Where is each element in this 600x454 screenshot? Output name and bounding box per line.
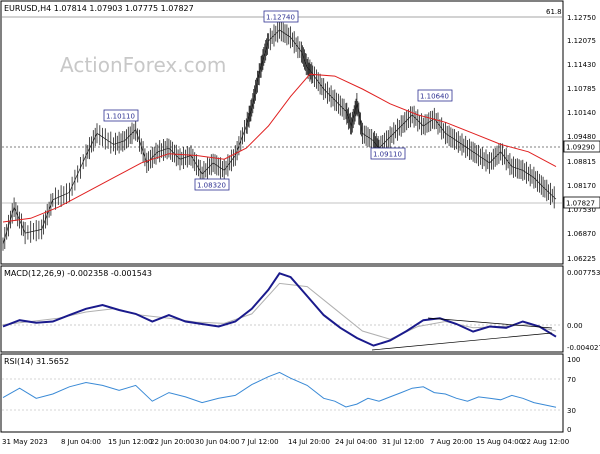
price-title: EURUSD,H4 1.07814 1.07903 1.07775 1.0782…	[4, 4, 194, 13]
rsi-tick-30: 30	[567, 407, 576, 415]
annotation-2: 1.10110	[103, 109, 139, 122]
x-label-2: 8 Jun 04:00	[61, 438, 101, 446]
rsi-title: RSI(14) 31.5652	[4, 357, 69, 366]
price-tick-4: 1.10785	[567, 85, 596, 93]
price-tick-5: 1.10140	[567, 109, 596, 117]
level-price-box: 1.09290	[563, 140, 600, 153]
price-line	[2, 29, 557, 245]
price-tick-10: 1.06870	[567, 230, 596, 238]
level-price-label: 1.09290	[566, 144, 595, 152]
annotation-4-label: 1.09110	[373, 151, 402, 159]
rsi-layer	[2, 371, 557, 408]
macd-tick-2: 0.00	[567, 322, 583, 330]
annotation-3-label: 1.08320	[197, 182, 226, 190]
rsi-panel-frame	[0, 353, 564, 433]
x-label-10: 7 Aug 20:00	[430, 438, 473, 446]
price-tick-11: 1.06225	[567, 255, 596, 263]
annotation-4: 1.09110	[370, 147, 406, 160]
price-panel-frame	[0, 0, 564, 265]
moving-average-line	[2, 73, 557, 223]
price-tick-8: 1.08170	[567, 182, 596, 190]
annotation-3: 1.08320	[194, 178, 230, 191]
x-label-8: 24 Jul 04:00	[335, 438, 377, 446]
x-label-9: 31 Jul 12:00	[382, 438, 424, 446]
macd-signal-line	[2, 282, 557, 340]
macd-line	[2, 272, 557, 347]
annotation-5: 1.10640	[417, 89, 453, 102]
macd-title: MACD(12,26,9) -0.002358 -0.001543	[4, 269, 152, 278]
price-layer	[2, 21, 557, 251]
annotation-1-label: 1.12740	[266, 14, 295, 22]
macd-trendline-lower	[371, 332, 553, 351]
price-tick-6: 1.09480	[567, 133, 596, 141]
x-label-5: 30 Jun 04:00	[195, 438, 239, 446]
x-label-3: 15 Jun 12:00	[108, 438, 152, 446]
price-tick-2: 1.12075	[567, 37, 596, 45]
price-tick-3: 1.11430	[567, 61, 596, 69]
price-tick-1: 1.12750	[567, 14, 596, 22]
x-label-7: 14 Jul 20:00	[288, 438, 330, 446]
rsi-tick-70: 70	[567, 376, 576, 384]
rsi-line	[2, 371, 557, 408]
fib-label: 61.8	[546, 8, 562, 16]
rsi-tick-0: 0	[567, 426, 571, 434]
price-tick-7: 1.08815	[567, 158, 596, 166]
rsi-tick-100: 100	[567, 356, 580, 364]
macd-tick-1: 0.007753	[567, 269, 600, 277]
macd-trendline-upper	[427, 317, 553, 329]
macd-layer	[2, 272, 557, 347]
x-label-1: 31 May 2023	[2, 438, 48, 446]
x-label-11: 15 Aug 04:00	[476, 438, 523, 446]
annotation-layer: 1.12740 1.10110 1.08320 1.09110 1.10640	[103, 10, 453, 191]
current-price-label: 1.07827	[566, 200, 595, 208]
price-y-axis: 1.12750 1.12075 1.11430 1.10785 1.10140 …	[567, 14, 596, 263]
watermark: ActionForex.com	[60, 53, 226, 77]
annotation-2-label: 1.10110	[106, 113, 135, 121]
price-tick-9: 1.07530	[567, 206, 596, 214]
annotation-5-label: 1.10640	[420, 93, 449, 101]
x-label-12: 22 Aug 12:00	[522, 438, 569, 446]
macd-tick-3: -0.004027	[567, 344, 600, 352]
current-price-box: 1.07827	[563, 196, 600, 209]
macd-panel-frame	[0, 265, 564, 353]
annotation-1: 1.12740	[263, 10, 299, 23]
x-label-6: 7 Jul 12:00	[241, 438, 279, 446]
x-label-4: 22 Jun 20:00	[150, 438, 194, 446]
x-axis: 31 May 2023 8 Jun 04:00 15 Jun 12:00 22 …	[2, 438, 569, 446]
